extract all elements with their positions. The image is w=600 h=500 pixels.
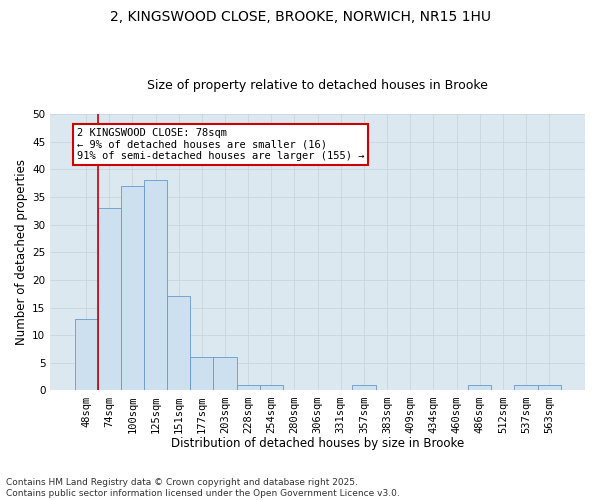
Bar [74,318,98,390]
Bar [98,208,121,390]
Text: Contains HM Land Registry data © Crown copyright and database right 2025.
Contai: Contains HM Land Registry data © Crown c… [6,478,400,498]
Bar [214,358,236,390]
Text: 2 KINGSWOOD CLOSE: 78sqm
← 9% of detached houses are smaller (16)
91% of semi-de: 2 KINGSWOOD CLOSE: 78sqm ← 9% of detache… [77,128,364,161]
Bar [514,385,538,390]
Bar [538,385,560,390]
Y-axis label: Number of detached properties: Number of detached properties [15,159,28,345]
Bar [352,385,376,390]
Bar [121,186,144,390]
Text: 2, KINGSWOOD CLOSE, BROOKE, NORWICH, NR15 1HU: 2, KINGSWOOD CLOSE, BROOKE, NORWICH, NR1… [110,10,491,24]
Bar [236,385,260,390]
X-axis label: Distribution of detached houses by size in Brooke: Distribution of detached houses by size … [171,437,464,450]
Bar [144,180,167,390]
Bar [190,358,214,390]
Bar [468,385,491,390]
Bar [167,296,190,390]
Title: Size of property relative to detached houses in Brooke: Size of property relative to detached ho… [147,79,488,92]
Bar [260,385,283,390]
